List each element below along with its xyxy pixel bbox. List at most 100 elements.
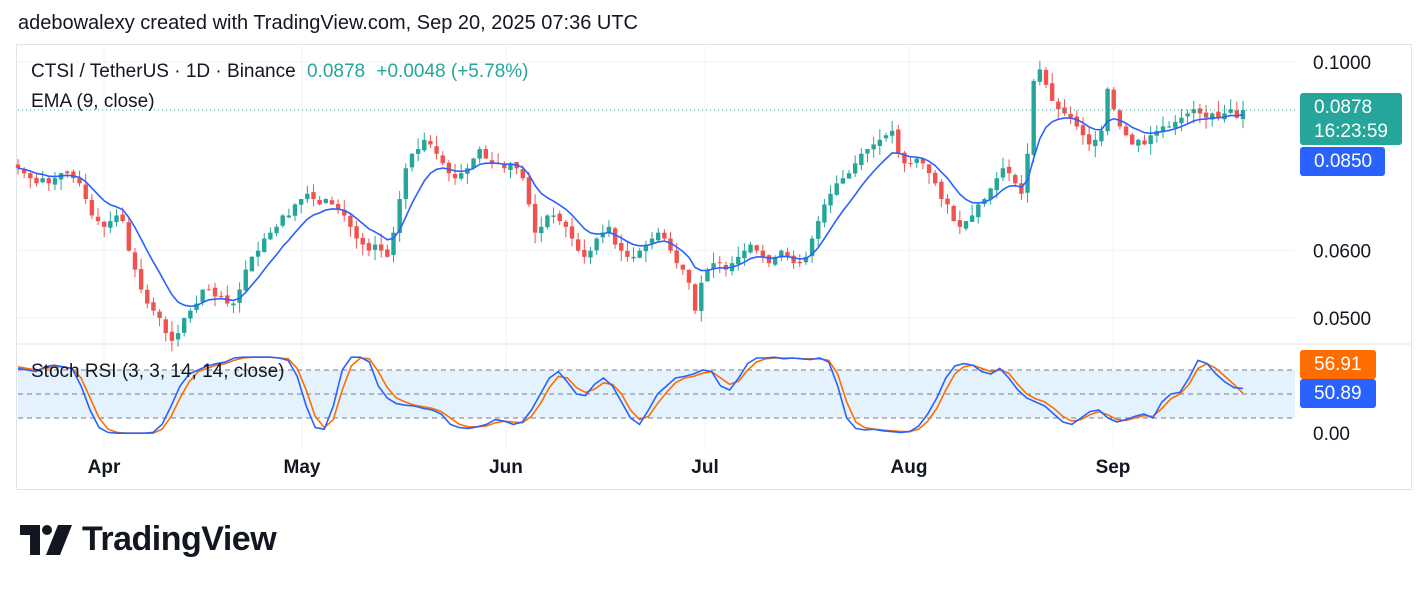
- candle-down: [908, 163, 913, 165]
- candle-up: [883, 135, 889, 139]
- candle-down: [385, 249, 390, 257]
- candle-down: [1203, 112, 1209, 118]
- candle-up: [403, 168, 409, 200]
- last-price-legend: 0.0878: [306, 61, 366, 82]
- stoch-k-line: [17, 356, 1244, 435]
- candle-up: [551, 215, 556, 217]
- candle-down: [65, 171, 70, 174]
- symbol-legend[interactable]: CTSI / TetherUS · 1D · Binance 0.0878 +0…: [31, 61, 529, 83]
- candle-up: [643, 244, 649, 252]
- candle-down: [329, 200, 335, 205]
- candle-down: [378, 244, 384, 251]
- time-axis-tick-label: Jul: [691, 457, 718, 478]
- candle-up: [699, 282, 704, 311]
- candle-down: [89, 200, 95, 216]
- candle-up: [237, 289, 242, 303]
- candle-up: [268, 232, 273, 240]
- chart-frame[interactable]: [16, 44, 1412, 490]
- candle-down: [1062, 107, 1067, 114]
- candle-up: [391, 232, 396, 256]
- candle-down: [428, 140, 433, 145]
- time-axis-tick-label: Jun: [489, 457, 523, 478]
- candle-down: [151, 302, 156, 311]
- candle-down: [311, 192, 316, 200]
- candle-up: [736, 256, 741, 264]
- candle-up: [545, 215, 550, 228]
- candle-up: [1210, 113, 1215, 120]
- candle-up: [292, 204, 298, 216]
- candle-up: [994, 178, 999, 191]
- candle-up: [249, 256, 255, 272]
- candle-up: [286, 215, 292, 218]
- stoch-k-tag: 56.91: [1300, 350, 1376, 379]
- candle-down: [1117, 110, 1123, 127]
- candle-down: [28, 173, 33, 179]
- candle-up: [539, 226, 544, 234]
- candle-down: [957, 220, 963, 227]
- candle-down: [933, 172, 938, 184]
- tradingview-logo-icon: [20, 524, 72, 555]
- time-axis-tick-label: Sep: [1096, 457, 1131, 478]
- candle-down: [335, 204, 341, 210]
- candle-down: [766, 255, 772, 264]
- candle-down: [1197, 108, 1203, 114]
- candle-down: [483, 149, 489, 159]
- candle-up: [877, 139, 883, 146]
- candle-up: [779, 250, 784, 258]
- candle-up: [859, 153, 864, 166]
- candle-up: [852, 163, 858, 174]
- candle-up: [1191, 109, 1196, 114]
- stoch-rsi-legend[interactable]: Stoch RSI (3, 3, 14, 14, close): [31, 361, 285, 382]
- candle-down: [1013, 175, 1018, 184]
- candle-down: [46, 178, 51, 184]
- candle-up: [748, 244, 753, 253]
- stoch-d-tag: 50.89: [1300, 379, 1376, 408]
- candle-up: [914, 158, 919, 163]
- candle-up: [305, 193, 310, 200]
- candle-up: [255, 250, 261, 257]
- candle-up: [656, 232, 661, 241]
- candle-up: [1173, 122, 1178, 128]
- candle-up: [1037, 69, 1043, 82]
- candle-down: [212, 287, 218, 297]
- candle-up: [705, 269, 710, 282]
- candle-up: [1136, 139, 1141, 146]
- candle-up: [1179, 117, 1184, 124]
- candle-up: [1160, 126, 1166, 133]
- price-change-legend: +0.0048 (+5.78%): [376, 61, 529, 82]
- candle-down: [145, 289, 150, 304]
- candle-down: [489, 160, 495, 164]
- candle-up: [52, 178, 58, 185]
- candle-up: [1000, 168, 1006, 178]
- tradingview-logo[interactable]: TradingView: [20, 520, 277, 559]
- candle-up: [803, 256, 809, 263]
- candle-down: [1056, 101, 1061, 110]
- candle-up: [471, 158, 476, 168]
- candle-down: [1080, 125, 1086, 136]
- candle-up: [809, 238, 815, 256]
- stoch-axis-tick-label: 0.00: [1313, 424, 1350, 445]
- candle-down: [692, 284, 698, 311]
- candle-up: [182, 318, 187, 333]
- candle-down: [939, 181, 944, 200]
- candle-down: [126, 222, 132, 251]
- candle-down: [71, 171, 76, 179]
- candle-up: [865, 149, 870, 154]
- ema-line: [17, 113, 1244, 308]
- candle-up: [822, 204, 827, 223]
- candle-down: [34, 177, 39, 184]
- candle-up: [594, 238, 599, 251]
- candle-up: [631, 256, 636, 259]
- ema-legend[interactable]: EMA (9, close): [31, 91, 155, 112]
- candle-down: [83, 184, 88, 200]
- candle-up: [649, 238, 655, 244]
- price-axis-tick-label: 0.0600: [1313, 242, 1371, 263]
- candle-down: [15, 164, 21, 169]
- candle-up: [1031, 80, 1036, 155]
- candle-down: [526, 177, 532, 205]
- candle-down: [945, 198, 950, 205]
- candle-down: [1049, 83, 1055, 101]
- last-price-tag: 0.0878 16:23:59: [1300, 93, 1402, 145]
- candle-up: [828, 193, 833, 206]
